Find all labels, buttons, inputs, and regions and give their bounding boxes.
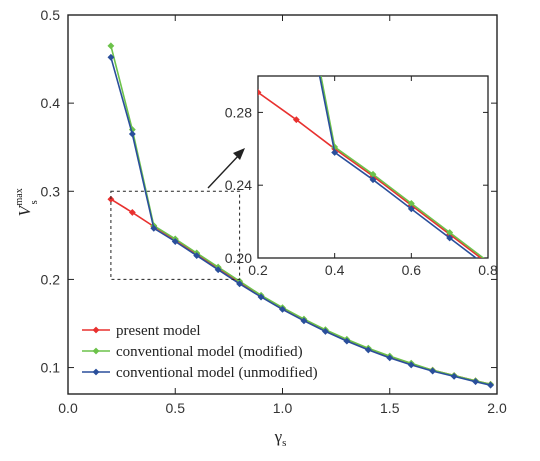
inset-series-point-2: [369, 176, 377, 184]
inset-x-tick-label: 0.2: [248, 262, 268, 278]
y-tick-label: 0.2: [41, 271, 61, 287]
legend: present model conventional model (modifie…: [82, 323, 318, 381]
y-tick-label: 0.5: [41, 7, 61, 23]
y-axis-label-sub: s: [28, 200, 40, 204]
series-point-2: [257, 293, 265, 301]
series-point-2: [300, 317, 308, 325]
series-point-2: [429, 367, 437, 375]
series-point-2: [279, 305, 286, 313]
series-point-2: [407, 361, 415, 369]
inset-x-tick-label: 0.6: [402, 262, 422, 278]
series-point-1: [107, 42, 115, 50]
series-point-2: [150, 224, 158, 232]
legend-marker-0: [92, 326, 100, 334]
y-tick-label: 0.3: [41, 183, 61, 199]
legend-label-1: conventional model (modified): [116, 344, 303, 360]
inset-series-point-2: [446, 234, 454, 242]
inset-series-point-2: [331, 149, 339, 156]
inset-series-point-2: [407, 205, 415, 213]
legend-label-0: present model: [116, 323, 201, 339]
series-point-2: [450, 372, 458, 380]
x-tick-label: 0.0: [58, 400, 78, 416]
inset-plot: 0.2 0.4 0.6 0.8 0.20 0.24 0.28: [207, 75, 498, 278]
series-point-2: [214, 266, 222, 274]
zoom-arrow: [207, 153, 241, 189]
series-point-2: [487, 381, 494, 389]
series-point-2: [107, 53, 115, 61]
zoom-arrow-head: [233, 148, 245, 160]
inset-series-point-0: [292, 116, 300, 124]
y-axis-label-main: V: [15, 204, 34, 217]
inset-frame: [257, 75, 489, 259]
series-point-0: [107, 195, 115, 203]
y-axis-label-sup: max: [14, 188, 25, 205]
x-tick-label: 1.5: [380, 400, 400, 416]
x-axis-label: γs: [274, 427, 287, 449]
inset-series-point-1: [369, 170, 377, 178]
inset-x-tick-label: 0.4: [325, 262, 345, 278]
series-point-2: [364, 346, 372, 354]
inset-series-point-1: [446, 229, 454, 236]
inset-y-tick-label: 0.28: [225, 104, 252, 120]
series-point-2: [386, 354, 394, 362]
inset-series: [258, 76, 485, 258]
y-tick-label: 0.4: [41, 95, 61, 111]
series-point-2: [171, 238, 179, 245]
inset-y-tick-label: 0.24: [225, 177, 252, 193]
inset-series-point-1: [407, 199, 415, 207]
series-point-2: [472, 378, 479, 386]
inset-y-tick-label: 0.20: [225, 250, 252, 266]
series-point-2: [193, 252, 201, 260]
series-point-2: [321, 327, 329, 335]
inset-x-tick-label: 0.8: [478, 262, 498, 278]
inset-series-point-0: [258, 88, 262, 96]
x-tick-label: 1.0: [273, 400, 293, 416]
y-tick-label: 0.1: [41, 360, 61, 376]
x-tick-label: 0.5: [166, 400, 186, 416]
series-point-2: [236, 280, 244, 288]
series-point-0: [128, 209, 136, 216]
series-point-2: [343, 337, 351, 345]
legend-marker-1: [92, 347, 100, 355]
series-point-2: [128, 130, 136, 138]
x-tick-label: 2.0: [487, 400, 507, 416]
legend-marker-2: [92, 368, 100, 376]
legend-label-2: conventional model (unmodified): [116, 365, 318, 381]
